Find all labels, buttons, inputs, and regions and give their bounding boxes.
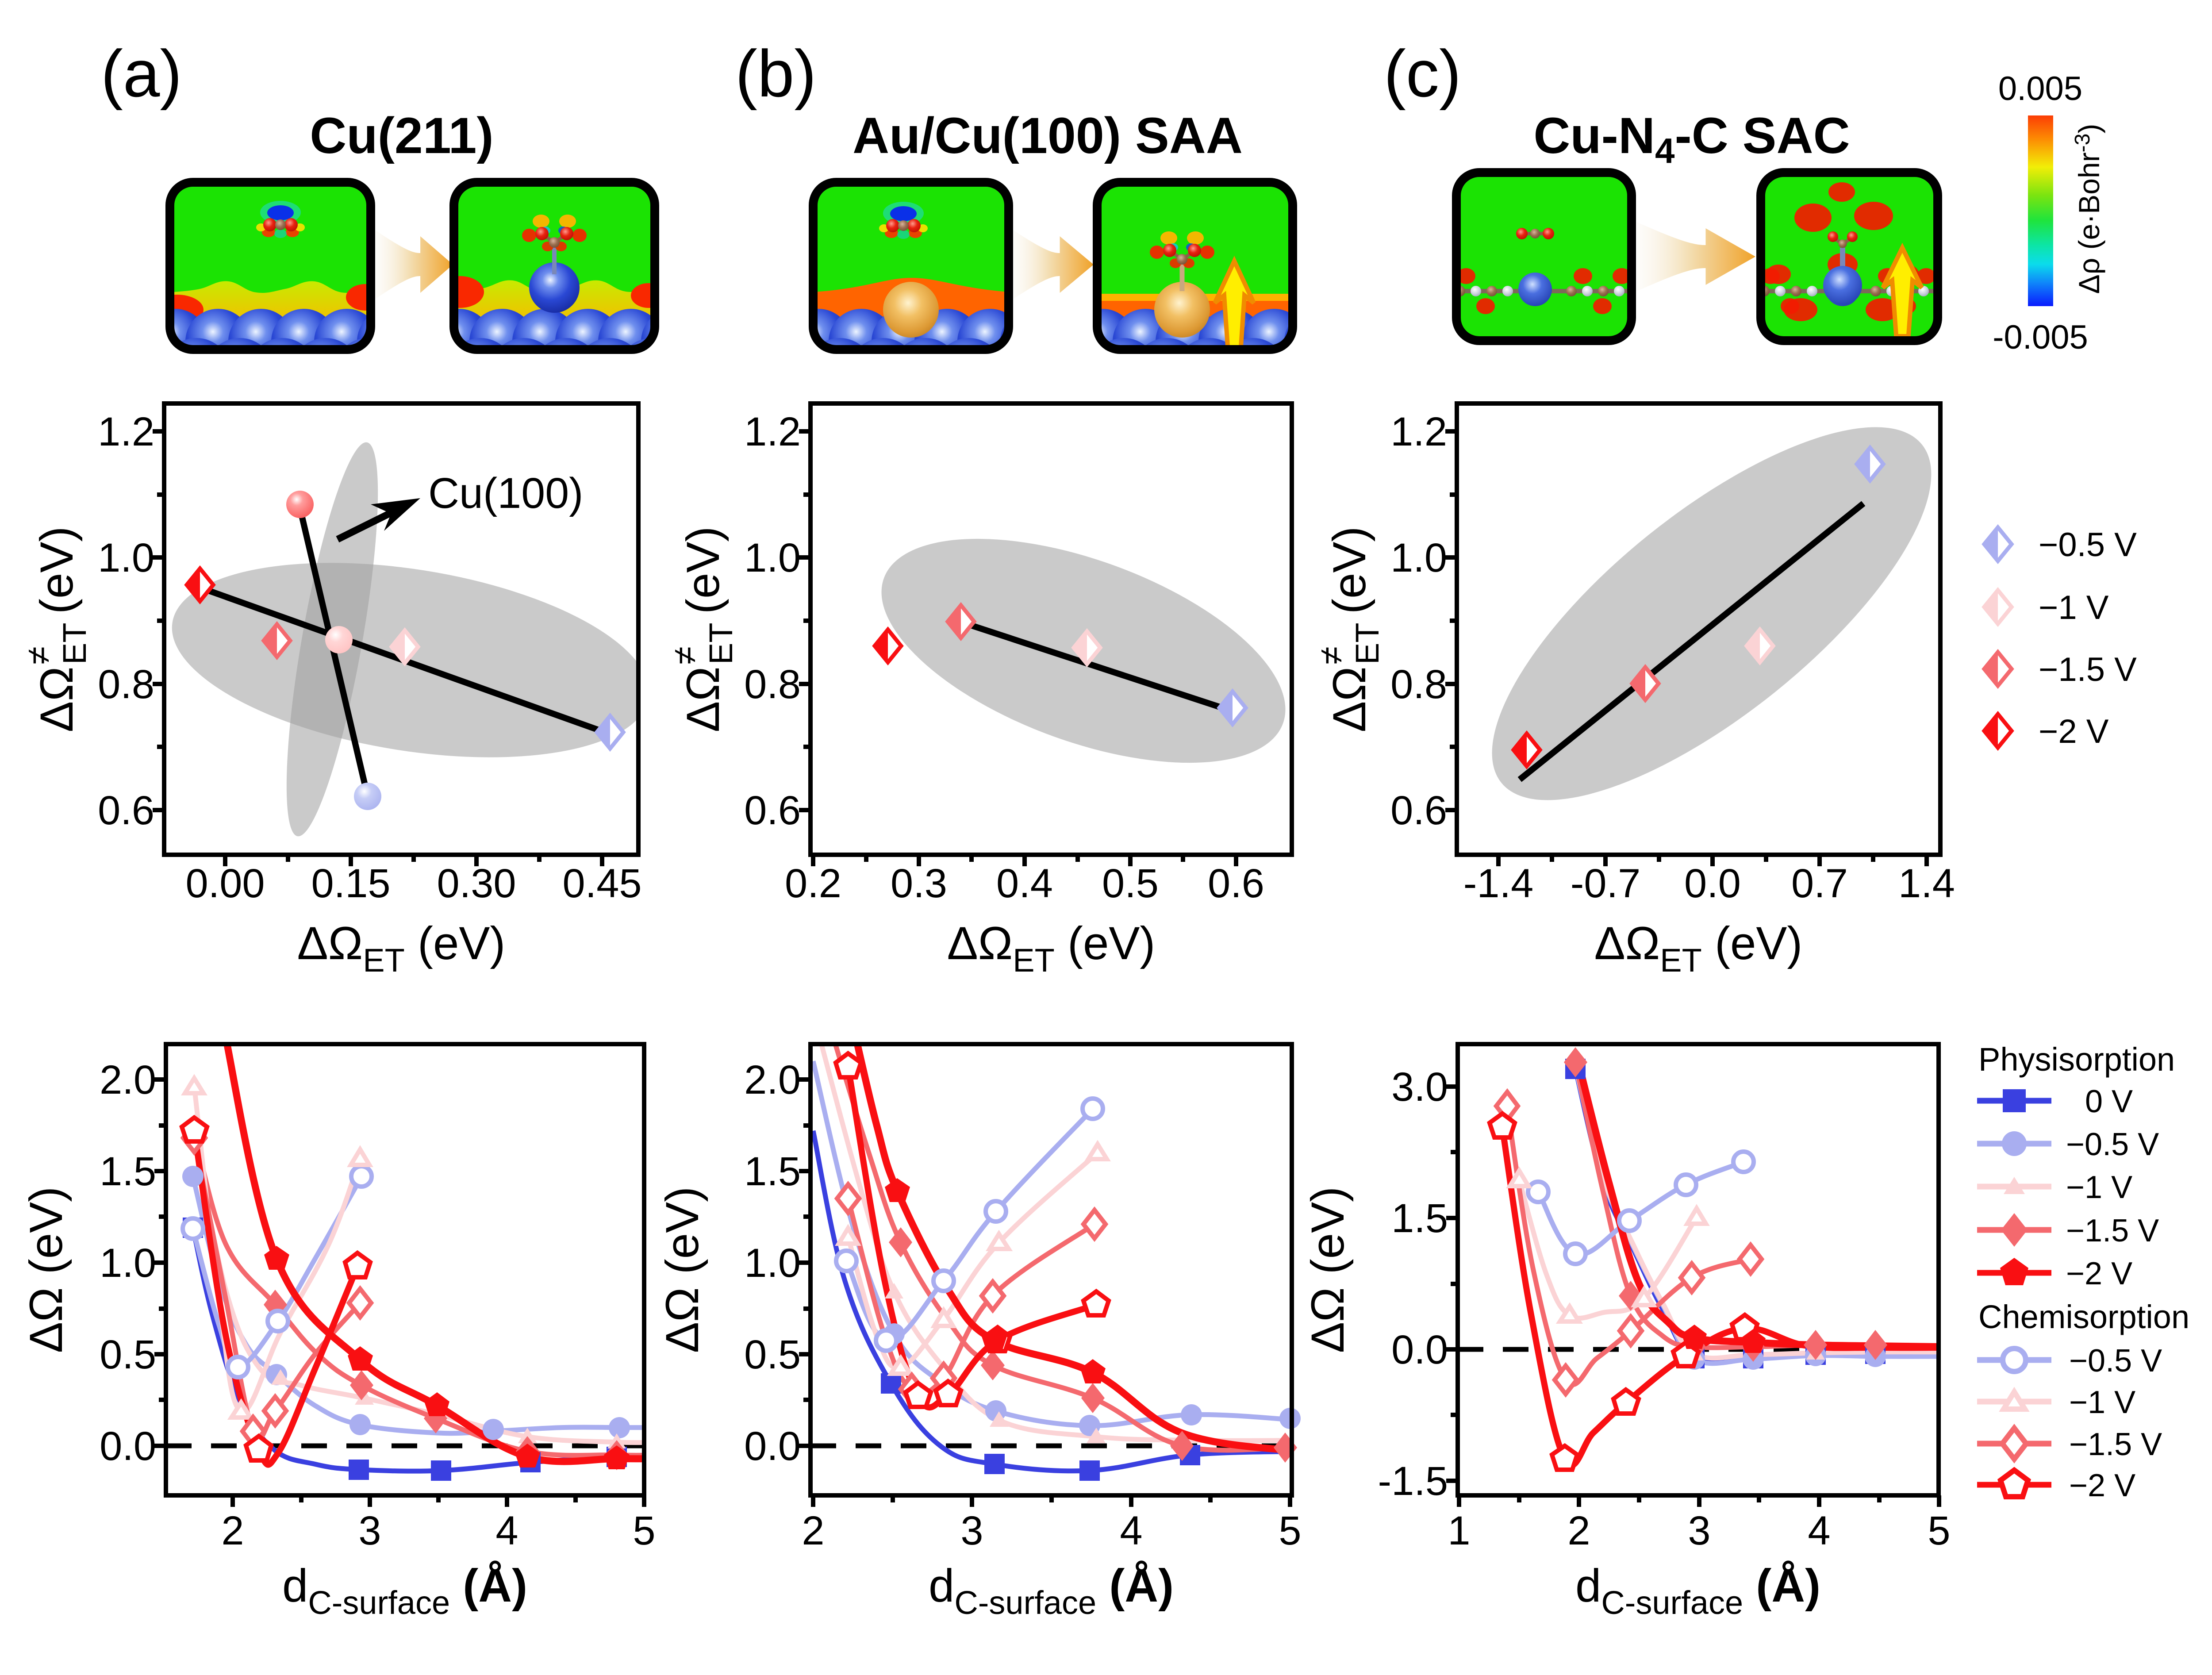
svg-text:0.005: 0.005: [1998, 70, 2082, 108]
svg-text:−1 V: −1 V: [2039, 589, 2109, 626]
svg-text:3.0: 3.0: [1391, 1064, 1448, 1110]
svg-text:Cu(100): Cu(100): [428, 469, 583, 517]
svg-text:≠: ≠: [1313, 646, 1349, 665]
svg-text:Cu(211): Cu(211): [310, 108, 493, 164]
svg-text:1.5: 1.5: [100, 1149, 156, 1194]
svg-text:1.5: 1.5: [1391, 1196, 1448, 1241]
svg-text:0.2: 0.2: [785, 861, 841, 906]
svg-text:1.4: 1.4: [1898, 861, 1955, 906]
svg-text:1.0: 1.0: [744, 1241, 801, 1286]
svg-text:−1 V: −1 V: [2069, 1385, 2135, 1420]
svg-text:≠: ≠: [666, 646, 703, 665]
svg-text:Au/Cu(100) SAA: Au/Cu(100) SAA: [853, 108, 1243, 164]
svg-text:4: 4: [495, 1508, 518, 1553]
svg-text:-1.5: -1.5: [1378, 1459, 1448, 1504]
svg-text:−1.5 V: −1.5 V: [2039, 651, 2137, 688]
svg-text:5: 5: [633, 1508, 655, 1553]
svg-text:0.5: 0.5: [1102, 861, 1159, 906]
svg-text:0.8: 0.8: [98, 662, 154, 707]
svg-text:(c): (c): [1384, 36, 1461, 111]
svg-text:0.7: 0.7: [1791, 861, 1848, 906]
svg-text:3: 3: [358, 1508, 381, 1553]
svg-text:ΔΩ: ΔΩ: [31, 666, 83, 732]
svg-text:1.5: 1.5: [744, 1149, 801, 1194]
svg-text:-0.7: -0.7: [1571, 861, 1641, 906]
svg-text:1: 1: [1448, 1508, 1470, 1553]
svg-text:(eV): (eV): [677, 526, 729, 614]
svg-text:5: 5: [1279, 1508, 1301, 1553]
svg-text:−1.5 V: −1.5 V: [2069, 1427, 2162, 1462]
svg-text:Physisorption: Physisorption: [1978, 1041, 2175, 1078]
svg-text:−2 V: −2 V: [2066, 1256, 2132, 1291]
svg-text:3: 3: [960, 1508, 983, 1553]
svg-text:3: 3: [1688, 1508, 1710, 1553]
svg-text:1.2: 1.2: [98, 409, 154, 454]
svg-text:−0.5 V: −0.5 V: [2069, 1343, 2162, 1379]
svg-text:0.45: 0.45: [562, 861, 641, 906]
svg-text:Chemisorption: Chemisorption: [1978, 1299, 2189, 1335]
svg-text:1.2: 1.2: [744, 409, 801, 454]
svg-text:4: 4: [1808, 1508, 1830, 1553]
svg-text:0.5: 0.5: [100, 1332, 156, 1377]
svg-text:ΔΩ (eV): ΔΩ (eV): [1302, 1187, 1354, 1353]
svg-text:1.0: 1.0: [100, 1241, 156, 1286]
svg-text:ET: ET: [56, 622, 93, 665]
svg-text:(eV): (eV): [1324, 526, 1375, 614]
svg-text:−2 V: −2 V: [2069, 1468, 2135, 1503]
svg-text:0.5: 0.5: [744, 1332, 801, 1377]
svg-text:ΔΩ: ΔΩ: [677, 666, 729, 732]
svg-text:(b): (b): [735, 36, 816, 111]
svg-text:−1.5 V: −1.5 V: [2066, 1213, 2159, 1249]
svg-text:Cu-N4-C SAC: Cu-N4-C SAC: [1533, 108, 1850, 170]
svg-text:−1 V: −1 V: [2066, 1170, 2132, 1205]
svg-text:ΔΩ: ΔΩ: [1324, 666, 1375, 732]
svg-text:2.0: 2.0: [744, 1057, 801, 1103]
svg-text:0.0: 0.0: [744, 1424, 801, 1469]
svg-text:5: 5: [1928, 1508, 1950, 1553]
svg-text:2: 2: [1567, 1508, 1590, 1553]
svg-text:-1.4: -1.4: [1463, 861, 1534, 906]
svg-text:−0.5 V: −0.5 V: [2039, 526, 2137, 564]
svg-text:ΔΩ (eV): ΔΩ (eV): [657, 1187, 708, 1353]
svg-text:(a): (a): [101, 36, 182, 111]
svg-text:2: 2: [221, 1508, 244, 1553]
svg-text:4: 4: [1120, 1508, 1142, 1553]
svg-text:0.0: 0.0: [1391, 1327, 1448, 1372]
svg-text:ET: ET: [703, 622, 739, 665]
svg-text:0.6: 0.6: [98, 788, 154, 833]
svg-text:1.0: 1.0: [744, 535, 801, 580]
svg-text:1.0: 1.0: [1390, 535, 1447, 580]
svg-text:ET: ET: [1349, 622, 1386, 665]
svg-text:0.30: 0.30: [437, 861, 516, 906]
svg-text:0.0: 0.0: [100, 1424, 156, 1469]
svg-text:0.3: 0.3: [891, 861, 947, 906]
svg-text:0.0: 0.0: [1684, 861, 1741, 906]
svg-text:−2 V: −2 V: [2039, 713, 2109, 750]
svg-text:0.6: 0.6: [744, 788, 801, 833]
svg-text:1.0: 1.0: [98, 535, 154, 580]
svg-text:-0.005: -0.005: [1993, 319, 2088, 356]
svg-text:0.00: 0.00: [185, 861, 265, 906]
svg-text:−0.5 V: −0.5 V: [2066, 1127, 2159, 1162]
svg-text:2.0: 2.0: [100, 1057, 156, 1103]
svg-text:ΔΩ (eV): ΔΩ (eV): [20, 1187, 72, 1353]
svg-text:1.2: 1.2: [1390, 409, 1447, 454]
svg-text:2: 2: [802, 1508, 824, 1553]
svg-text:(eV): (eV): [31, 526, 83, 614]
svg-text:0 V: 0 V: [2085, 1084, 2133, 1119]
svg-text:0.6: 0.6: [1390, 788, 1447, 833]
svg-text:0.8: 0.8: [744, 662, 801, 707]
svg-text:≠: ≠: [20, 646, 57, 665]
svg-text:0.15: 0.15: [311, 861, 390, 906]
svg-text:0.4: 0.4: [996, 861, 1053, 906]
svg-text:0.8: 0.8: [1390, 662, 1447, 707]
svg-text:0.6: 0.6: [1208, 861, 1264, 906]
